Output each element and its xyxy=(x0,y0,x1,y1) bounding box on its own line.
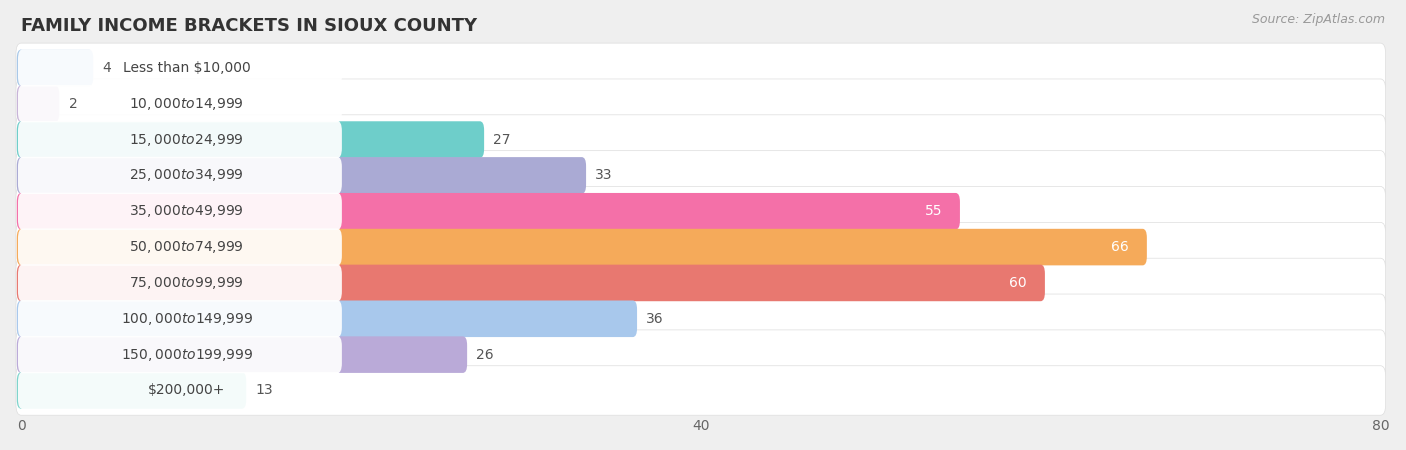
FancyBboxPatch shape xyxy=(18,85,342,122)
Text: $100,000 to $149,999: $100,000 to $149,999 xyxy=(121,311,253,327)
Text: 66: 66 xyxy=(1111,240,1129,254)
FancyBboxPatch shape xyxy=(18,49,342,86)
Text: 4: 4 xyxy=(103,61,111,75)
Text: 55: 55 xyxy=(925,204,942,218)
FancyBboxPatch shape xyxy=(17,336,467,373)
FancyBboxPatch shape xyxy=(17,121,484,158)
Text: Less than $10,000: Less than $10,000 xyxy=(122,61,250,75)
Text: 27: 27 xyxy=(494,133,510,147)
FancyBboxPatch shape xyxy=(15,366,1386,415)
Text: $50,000 to $74,999: $50,000 to $74,999 xyxy=(129,239,245,255)
Text: $15,000 to $24,999: $15,000 to $24,999 xyxy=(129,131,245,148)
Text: 26: 26 xyxy=(477,348,494,362)
Text: $10,000 to $14,999: $10,000 to $14,999 xyxy=(129,96,245,112)
Text: Source: ZipAtlas.com: Source: ZipAtlas.com xyxy=(1251,14,1385,27)
Text: 2: 2 xyxy=(69,97,77,111)
FancyBboxPatch shape xyxy=(15,222,1386,272)
FancyBboxPatch shape xyxy=(15,294,1386,343)
FancyBboxPatch shape xyxy=(15,79,1386,128)
Text: 36: 36 xyxy=(647,312,664,326)
FancyBboxPatch shape xyxy=(15,151,1386,200)
FancyBboxPatch shape xyxy=(18,193,342,230)
Text: 60: 60 xyxy=(1010,276,1026,290)
FancyBboxPatch shape xyxy=(17,50,93,86)
FancyBboxPatch shape xyxy=(15,186,1386,236)
Text: 33: 33 xyxy=(595,168,613,182)
FancyBboxPatch shape xyxy=(17,372,246,409)
Text: FAMILY INCOME BRACKETS IN SIOUX COUNTY: FAMILY INCOME BRACKETS IN SIOUX COUNTY xyxy=(21,17,477,35)
FancyBboxPatch shape xyxy=(18,336,342,373)
FancyBboxPatch shape xyxy=(18,229,342,266)
FancyBboxPatch shape xyxy=(18,121,342,158)
FancyBboxPatch shape xyxy=(15,43,1386,93)
FancyBboxPatch shape xyxy=(17,301,637,337)
FancyBboxPatch shape xyxy=(15,115,1386,164)
FancyBboxPatch shape xyxy=(18,157,342,194)
FancyBboxPatch shape xyxy=(15,258,1386,308)
FancyBboxPatch shape xyxy=(17,229,1147,266)
Text: $200,000+: $200,000+ xyxy=(148,383,225,397)
Text: $35,000 to $49,999: $35,000 to $49,999 xyxy=(129,203,245,219)
FancyBboxPatch shape xyxy=(17,86,59,122)
FancyBboxPatch shape xyxy=(18,300,342,338)
Text: $150,000 to $199,999: $150,000 to $199,999 xyxy=(121,346,253,363)
Text: $75,000 to $99,999: $75,000 to $99,999 xyxy=(129,275,245,291)
FancyBboxPatch shape xyxy=(17,157,586,194)
FancyBboxPatch shape xyxy=(15,330,1386,379)
FancyBboxPatch shape xyxy=(17,265,1045,301)
Text: 13: 13 xyxy=(256,383,273,397)
FancyBboxPatch shape xyxy=(18,372,342,409)
FancyBboxPatch shape xyxy=(18,264,342,302)
FancyBboxPatch shape xyxy=(17,193,960,230)
Text: $25,000 to $34,999: $25,000 to $34,999 xyxy=(129,167,245,184)
